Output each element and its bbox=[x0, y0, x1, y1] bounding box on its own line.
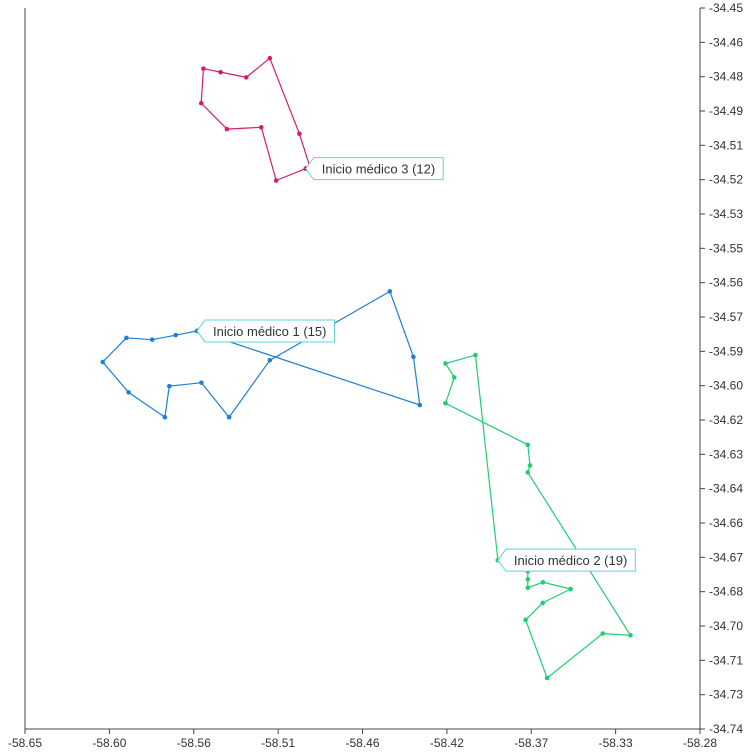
data-point[interactable] bbox=[167, 383, 172, 389]
data-point[interactable] bbox=[162, 414, 168, 420]
data-point[interactable] bbox=[387, 289, 393, 294]
data-point[interactable] bbox=[525, 442, 531, 448]
callout-box bbox=[497, 548, 636, 572]
x-tick-label: -58.65 bbox=[8, 736, 42, 750]
y-tick-label: -34.73 bbox=[709, 688, 743, 702]
data-point[interactable] bbox=[124, 335, 129, 341]
data-point[interactable] bbox=[267, 357, 273, 363]
x-tick-label: -58.42 bbox=[430, 736, 464, 750]
callout-box bbox=[196, 319, 335, 343]
y-tick-label: -34.74 bbox=[709, 722, 743, 736]
data-point[interactable] bbox=[568, 586, 573, 592]
data-point[interactable] bbox=[243, 75, 249, 80]
data-point[interactable] bbox=[473, 352, 478, 358]
data-point[interactable] bbox=[525, 577, 531, 582]
data-point[interactable] bbox=[267, 55, 273, 61]
y-tick-label: -34.45 bbox=[709, 1, 743, 15]
y-tick-label: -34.62 bbox=[709, 413, 743, 427]
series-1 bbox=[100, 289, 423, 420]
data-point[interactable] bbox=[525, 470, 531, 475]
data-point[interactable] bbox=[411, 354, 416, 360]
callout-label: Inicio médico 3 (12) bbox=[322, 162, 435, 177]
data-point[interactable] bbox=[201, 66, 206, 71]
data-point[interactable] bbox=[525, 585, 531, 591]
series-line bbox=[200, 57, 311, 182]
data-point[interactable] bbox=[258, 125, 264, 130]
series-2 bbox=[443, 352, 633, 681]
y-tick-label: -34.66 bbox=[709, 516, 743, 530]
y-tick-label: -34.52 bbox=[709, 173, 743, 187]
x-tick-label: -58.56 bbox=[177, 736, 211, 750]
data-point[interactable] bbox=[149, 337, 155, 342]
series-callout: Inicio médico 1 (15) bbox=[196, 319, 335, 343]
data-point[interactable] bbox=[527, 463, 533, 468]
callout-layer: Inicio médico 1 (15) Inicio médico 2 (19)… bbox=[196, 157, 636, 572]
y-tick-label: -34.68 bbox=[709, 585, 743, 599]
data-point[interactable] bbox=[226, 414, 232, 420]
data-point[interactable] bbox=[600, 631, 606, 636]
series-line bbox=[444, 354, 632, 679]
y-tick-label: -34.49 bbox=[709, 104, 743, 118]
y-tick-label: -34.70 bbox=[709, 619, 743, 633]
data-point[interactable] bbox=[540, 600, 546, 606]
data-point[interactable] bbox=[443, 401, 448, 406]
callout-box bbox=[305, 157, 444, 181]
data-point[interactable] bbox=[540, 580, 546, 585]
series-line bbox=[101, 290, 421, 419]
y-tick-label: -34.51 bbox=[709, 138, 743, 152]
y-tick-label: -34.55 bbox=[709, 241, 743, 255]
data-point[interactable] bbox=[100, 359, 106, 365]
data-point[interactable] bbox=[451, 375, 457, 380]
y-tick-label: -34.60 bbox=[709, 379, 743, 393]
data-point[interactable] bbox=[297, 131, 302, 137]
callout-label: Inicio médico 2 (19) bbox=[514, 553, 627, 568]
data-point[interactable] bbox=[218, 69, 223, 75]
x-tick-label: -58.33 bbox=[599, 736, 633, 750]
data-point[interactable] bbox=[224, 126, 230, 132]
y-tick-label: -34.53 bbox=[709, 207, 743, 221]
y-tick-label: -34.57 bbox=[709, 310, 743, 324]
y-tick-label: -34.71 bbox=[709, 653, 743, 667]
callout-label: Inicio médico 1 (15) bbox=[213, 324, 326, 339]
x-tick-label: -58.46 bbox=[345, 736, 379, 750]
data-point[interactable] bbox=[199, 380, 204, 385]
x-tick-label: -58.28 bbox=[683, 736, 717, 750]
data-point[interactable] bbox=[443, 361, 448, 366]
y-tick-label: -34.46 bbox=[709, 35, 743, 49]
data-point[interactable] bbox=[544, 675, 550, 681]
series-layer bbox=[100, 55, 633, 681]
data-point[interactable] bbox=[523, 617, 528, 623]
data-point[interactable] bbox=[628, 632, 633, 638]
y-tick-label: -34.56 bbox=[709, 276, 743, 290]
x-tick-label: -58.60 bbox=[92, 736, 126, 750]
y-tick-label: -34.67 bbox=[709, 550, 743, 564]
series-callout: Inicio médico 3 (12) bbox=[305, 157, 444, 181]
data-point[interactable] bbox=[198, 100, 204, 106]
y-tick-label: -34.64 bbox=[709, 482, 743, 496]
x-tick-label: -58.37 bbox=[514, 736, 548, 750]
data-point[interactable] bbox=[126, 390, 131, 395]
x-tick-label: -58.51 bbox=[261, 736, 295, 750]
data-point[interactable] bbox=[173, 332, 178, 338]
axes: -58.65 -58.60 -58.56 -58.51 -58.46 -58.42 -58.… bbox=[8, 1, 743, 750]
y-tick-label: -34.59 bbox=[709, 344, 743, 358]
series-3 bbox=[198, 55, 313, 183]
y-tick-label: -34.48 bbox=[709, 70, 743, 84]
y-tick-label: -34.63 bbox=[709, 447, 743, 461]
data-point[interactable] bbox=[273, 178, 279, 183]
series-callout: Inicio médico 2 (19) bbox=[497, 548, 636, 572]
data-point[interactable] bbox=[417, 402, 423, 408]
